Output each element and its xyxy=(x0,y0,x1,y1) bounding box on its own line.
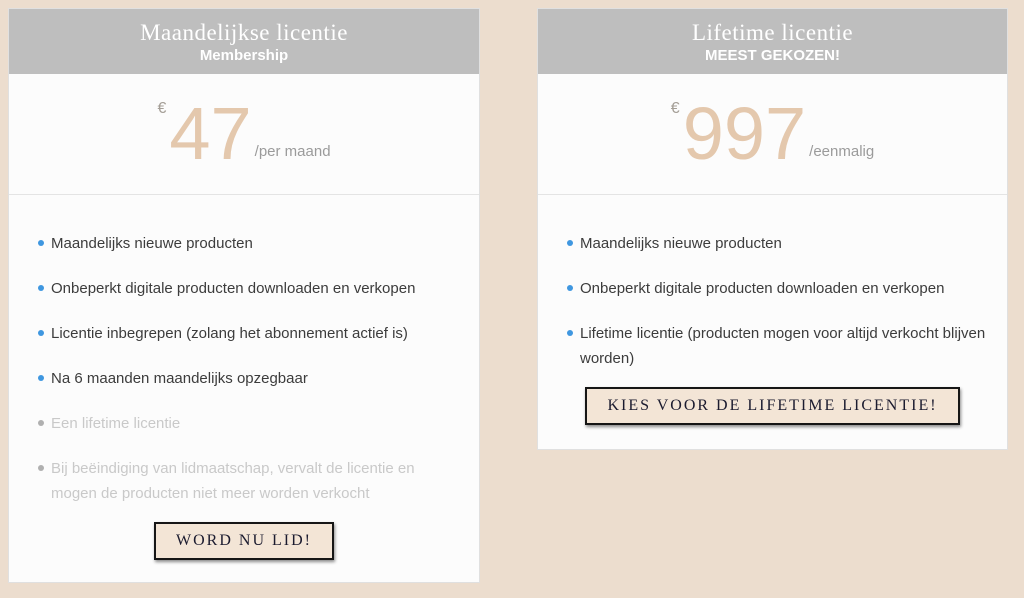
feature-list-lifetime: Maandelijks nieuwe producten Onbeperkt d… xyxy=(538,195,1007,371)
price-amount: 997 xyxy=(682,92,807,175)
join-now-button[interactable]: WORD NU LID! xyxy=(154,522,334,560)
feature-item: Na 6 maanden maandelijks opzegbaar xyxy=(38,366,459,391)
cta-row-monthly: WORD NU LID! xyxy=(9,522,479,560)
feature-item-disabled: Bij beëindiging van lidmaatschap, verval… xyxy=(38,456,459,506)
plan-title: Lifetime licentie xyxy=(691,20,854,45)
plan-header-monthly: Maandelijkse licentie Membership xyxy=(9,9,479,74)
price-period: /per maand xyxy=(254,143,331,160)
feature-item: Onbeperkt digitale producten downloaden … xyxy=(567,276,987,301)
plan-header-lifetime: Lifetime licentie MEEST GEKOZEN! xyxy=(538,9,1007,74)
plan-card-monthly: Maandelijkse licentie Membership € 47 /p… xyxy=(8,8,480,583)
price-section-monthly: € 47 /per maand xyxy=(9,74,479,195)
feature-item: Maandelijks nieuwe producten xyxy=(567,231,987,256)
plan-subtitle: MEEST GEKOZEN! xyxy=(704,47,840,64)
currency-symbol: € xyxy=(157,100,167,117)
price-period: /eenmalig xyxy=(809,143,875,160)
feature-list-monthly: Maandelijks nieuwe producten Onbeperkt d… xyxy=(9,195,479,506)
choose-lifetime-button[interactable]: KIES VOOR DE LIFETIME LICENTIE! xyxy=(585,387,960,425)
feature-item: Maandelijks nieuwe producten xyxy=(38,231,459,256)
plan-subtitle: Membership xyxy=(199,47,289,64)
price: € 997 /eenmalig xyxy=(670,92,875,175)
plan-card-lifetime: Lifetime licentie MEEST GEKOZEN! € 997 /… xyxy=(537,8,1008,450)
feature-item: Lifetime licentie (producten mogen voor … xyxy=(567,321,987,371)
cta-row-lifetime: KIES VOOR DE LIFETIME LICENTIE! xyxy=(538,387,1007,425)
feature-item: Onbeperkt digitale producten downloaden … xyxy=(38,276,459,301)
feature-item-disabled: Een lifetime licentie xyxy=(38,411,459,436)
price-amount: 47 xyxy=(169,92,252,175)
price-section-lifetime: € 997 /eenmalig xyxy=(538,74,1007,195)
price: € 47 /per maand xyxy=(157,92,331,175)
plan-title: Maandelijkse licentie xyxy=(140,20,348,45)
feature-item: Licentie inbegrepen (zolang het abonneme… xyxy=(38,321,459,346)
currency-symbol: € xyxy=(670,100,680,117)
